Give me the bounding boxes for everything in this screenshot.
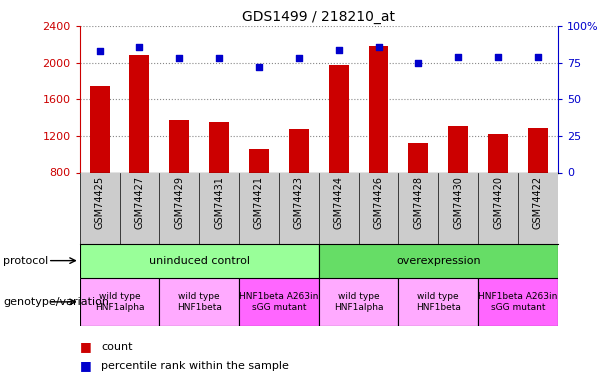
Title: GDS1499 / 218210_at: GDS1499 / 218210_at	[242, 10, 395, 24]
Bar	[129, 56, 150, 172]
Text: wild type
HNF1beta: wild type HNF1beta	[177, 292, 222, 312]
Text: HNF1beta A263in
sGG mutant: HNF1beta A263in sGG mutant	[239, 292, 319, 312]
Bar	[289, 129, 309, 172]
Text: GSM74430: GSM74430	[453, 176, 463, 229]
Bar	[239, 278, 319, 326]
Text: GSM74424: GSM74424	[333, 176, 344, 229]
Text: GSM74431: GSM74431	[214, 176, 224, 229]
Bar	[478, 278, 558, 326]
Text: GSM74421: GSM74421	[254, 176, 264, 229]
Bar	[169, 120, 189, 172]
Text: ■: ■	[80, 359, 91, 372]
Point	[134, 44, 145, 50]
Point	[294, 56, 304, 62]
Point	[413, 60, 423, 66]
Bar	[159, 278, 239, 326]
Text: GSM74428: GSM74428	[413, 176, 424, 229]
Bar	[368, 46, 389, 172]
Bar	[319, 278, 398, 326]
Bar	[408, 143, 428, 172]
Text: protocol: protocol	[3, 256, 48, 266]
Bar	[80, 278, 159, 326]
Point	[333, 46, 343, 53]
Text: GSM74425: GSM74425	[94, 176, 105, 229]
Text: GSM74423: GSM74423	[294, 176, 304, 229]
Point	[533, 54, 543, 60]
Text: count: count	[101, 342, 132, 352]
Text: overexpression: overexpression	[396, 256, 481, 266]
Bar	[319, 244, 558, 278]
Text: genotype/variation: genotype/variation	[3, 297, 109, 307]
Point	[215, 56, 224, 62]
Bar	[249, 149, 269, 172]
Bar	[448, 126, 468, 172]
Bar	[89, 86, 110, 172]
Text: GSM74422: GSM74422	[533, 176, 543, 229]
Bar	[209, 122, 229, 172]
Text: HNF1beta A263in
sGG mutant: HNF1beta A263in sGG mutant	[478, 292, 558, 312]
Point	[175, 56, 185, 62]
Point	[254, 64, 264, 70]
Bar	[528, 128, 548, 172]
Text: percentile rank within the sample: percentile rank within the sample	[101, 361, 289, 370]
Text: GSM74429: GSM74429	[174, 176, 185, 229]
Point	[454, 54, 463, 60]
Text: wild type
HNF1alpha: wild type HNF1alpha	[95, 292, 144, 312]
Text: GSM74420: GSM74420	[493, 176, 503, 229]
Point	[373, 44, 384, 50]
Text: GSM74426: GSM74426	[373, 176, 384, 229]
Text: GSM74427: GSM74427	[134, 176, 145, 229]
Text: uninduced control: uninduced control	[149, 256, 249, 266]
Bar	[398, 278, 478, 326]
Bar	[488, 134, 508, 172]
Bar	[80, 244, 319, 278]
Point	[493, 54, 503, 60]
Text: ■: ■	[80, 340, 91, 353]
Text: wild type
HNF1beta: wild type HNF1beta	[416, 292, 461, 312]
Text: wild type
HNF1alpha: wild type HNF1alpha	[334, 292, 383, 312]
Point	[94, 48, 104, 54]
Bar	[329, 64, 349, 172]
